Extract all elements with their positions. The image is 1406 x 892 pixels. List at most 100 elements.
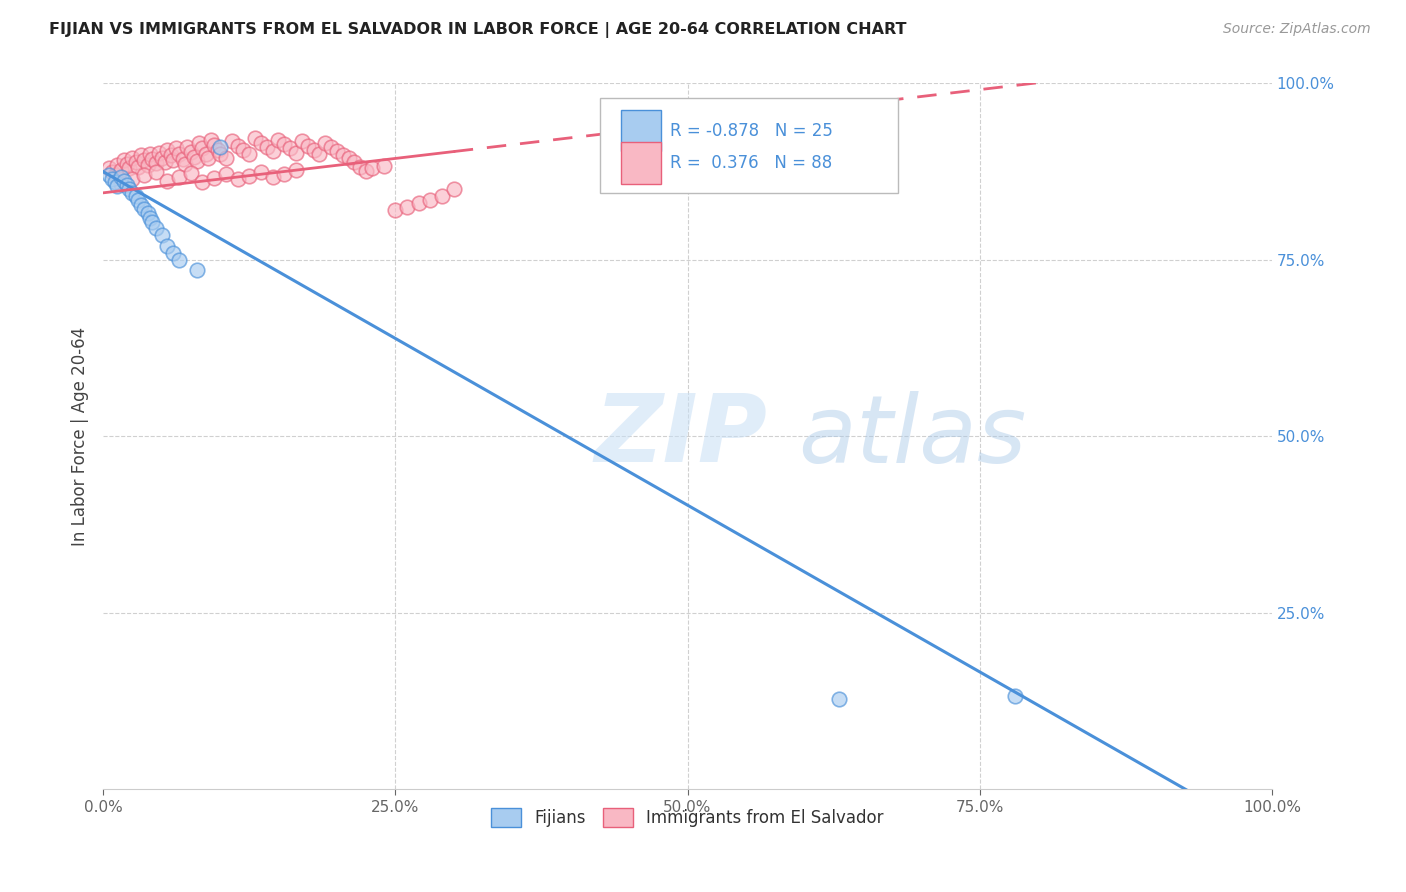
Text: ZIP: ZIP xyxy=(593,391,766,483)
Point xyxy=(273,137,295,152)
Point xyxy=(226,172,249,186)
Point xyxy=(191,175,214,189)
Point xyxy=(191,141,214,155)
Point xyxy=(208,140,231,154)
Point xyxy=(343,155,366,169)
Point xyxy=(285,145,308,160)
Point xyxy=(162,245,184,260)
Point xyxy=(384,203,406,218)
Point xyxy=(165,141,187,155)
Point xyxy=(250,165,273,179)
Point xyxy=(1004,689,1026,703)
Point xyxy=(162,153,184,167)
Point xyxy=(132,168,155,182)
Point xyxy=(215,151,238,165)
Point xyxy=(156,239,179,253)
Point xyxy=(180,145,202,159)
Point xyxy=(186,154,208,169)
Point xyxy=(139,147,162,161)
Point xyxy=(136,206,159,220)
FancyBboxPatch shape xyxy=(600,97,898,193)
Point xyxy=(278,141,301,155)
Point xyxy=(127,193,149,207)
Point xyxy=(349,160,371,174)
Legend: Fijians, Immigrants from El Salvador: Fijians, Immigrants from El Salvador xyxy=(485,801,890,834)
Point xyxy=(121,171,143,186)
Point xyxy=(115,157,138,171)
Point xyxy=(121,151,143,165)
Point xyxy=(148,145,170,160)
Point xyxy=(256,140,278,154)
Point xyxy=(145,156,167,170)
Point xyxy=(167,147,190,161)
Point xyxy=(183,150,205,164)
Point xyxy=(326,145,349,159)
Point xyxy=(419,193,441,207)
Point xyxy=(828,691,851,706)
Point xyxy=(250,136,273,150)
Point xyxy=(132,153,155,167)
Point xyxy=(208,147,231,161)
Point xyxy=(174,157,197,171)
Point xyxy=(180,166,202,180)
Point xyxy=(136,158,159,172)
Text: R = -0.878   N = 25: R = -0.878 N = 25 xyxy=(671,121,832,139)
Point xyxy=(221,134,243,148)
Point xyxy=(262,170,284,185)
Point xyxy=(226,138,249,153)
Point xyxy=(129,198,152,212)
Point xyxy=(141,215,163,229)
Point xyxy=(121,186,143,200)
Point xyxy=(243,131,266,145)
Point xyxy=(101,171,124,186)
Point xyxy=(195,147,218,161)
Point xyxy=(153,155,176,169)
Point xyxy=(129,148,152,162)
Point xyxy=(319,140,342,154)
Point xyxy=(104,168,127,182)
Point xyxy=(125,189,148,203)
Point xyxy=(188,136,211,151)
Point xyxy=(110,162,132,177)
Point xyxy=(156,144,179,158)
Point xyxy=(112,174,135,188)
Point xyxy=(215,168,238,182)
Text: atlas: atlas xyxy=(799,391,1026,482)
Point xyxy=(361,161,384,175)
Point xyxy=(186,263,208,277)
Point xyxy=(101,164,124,178)
Point xyxy=(373,159,395,173)
Point xyxy=(308,147,330,161)
Point xyxy=(314,136,336,150)
Point xyxy=(285,163,308,178)
Point xyxy=(125,155,148,169)
Point xyxy=(104,175,127,189)
Point xyxy=(337,151,360,165)
Point xyxy=(150,228,173,243)
Point xyxy=(332,148,354,162)
Text: Source: ZipAtlas.com: Source: ZipAtlas.com xyxy=(1223,22,1371,37)
Point xyxy=(105,158,128,172)
Point xyxy=(110,177,132,191)
Point xyxy=(197,151,219,165)
Point xyxy=(167,252,190,267)
Point xyxy=(127,160,149,174)
Point xyxy=(141,152,163,166)
FancyBboxPatch shape xyxy=(621,110,661,152)
Text: R =  0.376   N = 88: R = 0.376 N = 88 xyxy=(671,154,832,172)
Point xyxy=(238,169,260,183)
Point xyxy=(202,137,225,152)
Point xyxy=(443,182,465,196)
Point xyxy=(112,153,135,167)
Point xyxy=(172,152,194,166)
Point xyxy=(145,221,167,235)
Point xyxy=(202,171,225,186)
Point xyxy=(238,147,260,161)
Point xyxy=(105,178,128,193)
Point xyxy=(302,143,325,157)
Point xyxy=(115,178,138,192)
Point xyxy=(118,182,141,196)
Point xyxy=(262,145,284,159)
Point xyxy=(267,133,290,147)
Point xyxy=(118,161,141,175)
